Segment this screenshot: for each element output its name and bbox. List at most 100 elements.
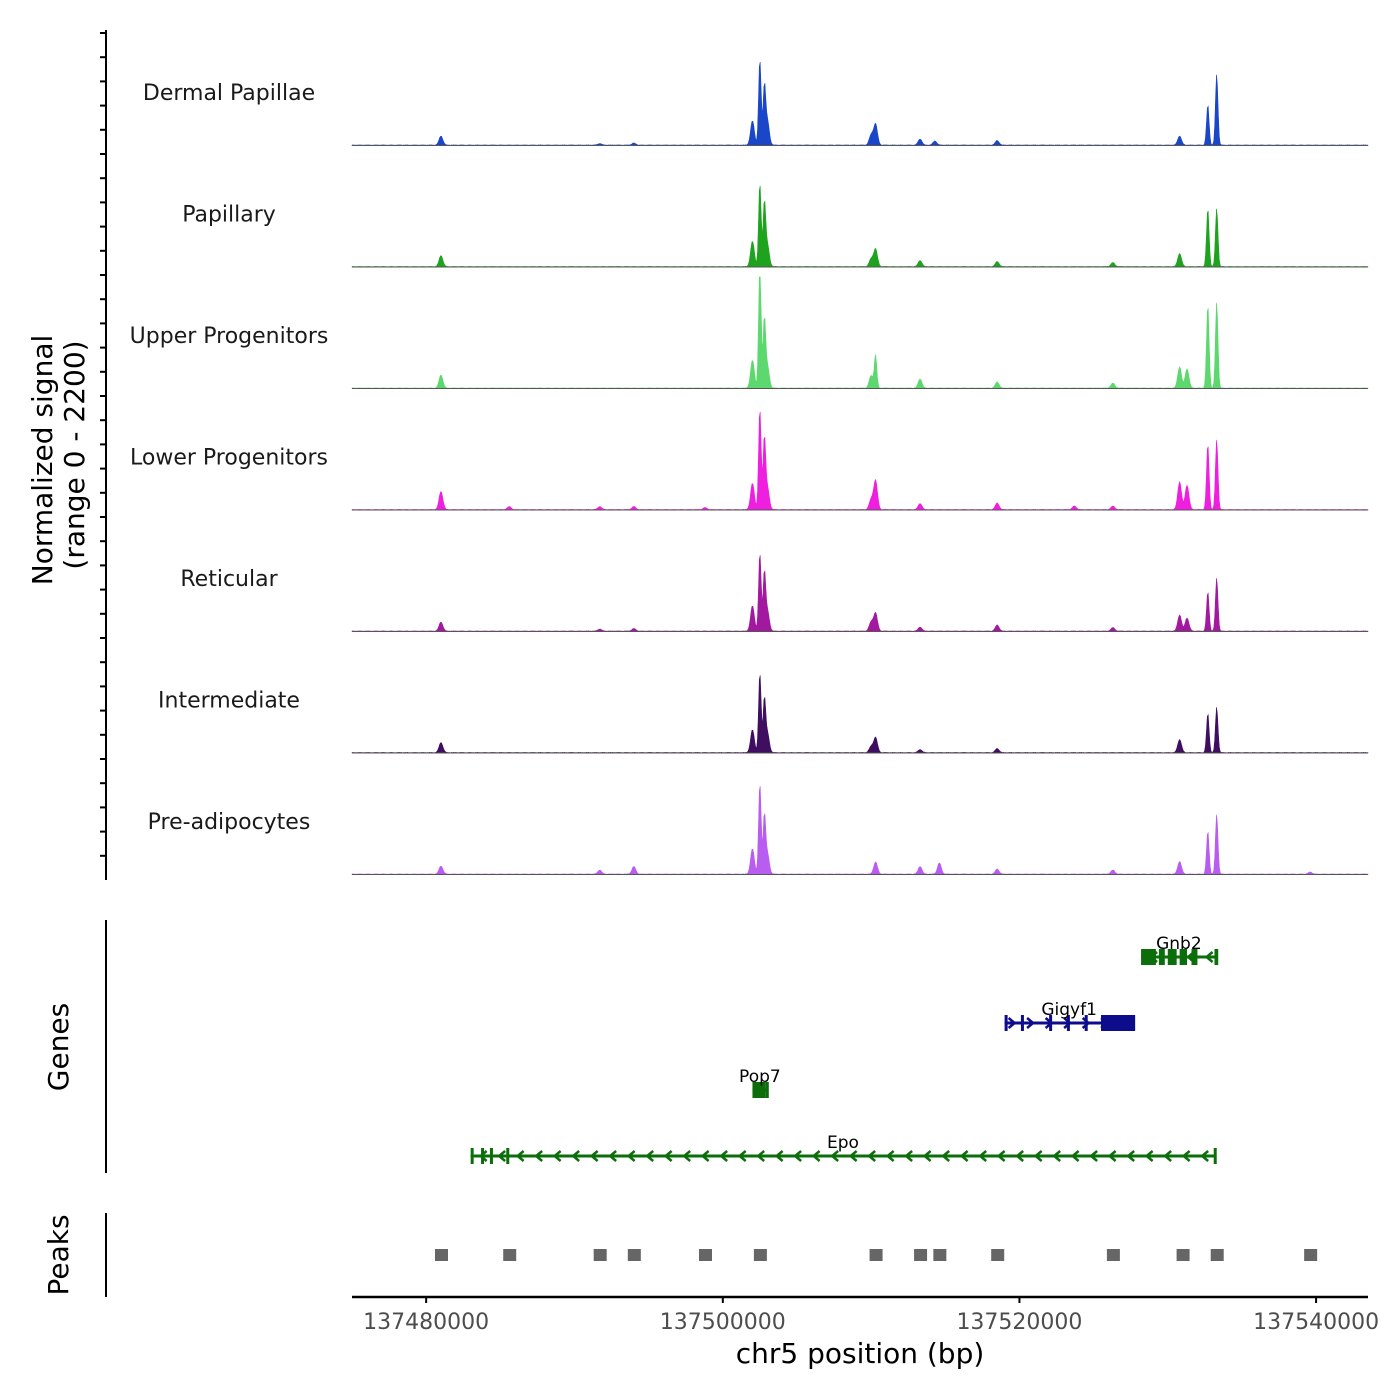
exon bbox=[1101, 1015, 1134, 1031]
strand-arrow bbox=[608, 1150, 617, 1162]
strand-arrow bbox=[1163, 1150, 1172, 1162]
exon bbox=[1066, 1015, 1070, 1031]
strand-arrow bbox=[682, 1150, 691, 1162]
strand-arrow bbox=[626, 1150, 636, 1162]
strand-arrow bbox=[1007, 1017, 1017, 1029]
peak-marker bbox=[1106, 1249, 1120, 1261]
signal-area bbox=[351, 555, 1369, 632]
strand-arrow bbox=[1181, 1150, 1191, 1162]
strand-arrow bbox=[1026, 1017, 1036, 1029]
peak-marker bbox=[753, 1249, 767, 1261]
track-label: Papillary bbox=[182, 203, 276, 228]
exon bbox=[1049, 1015, 1053, 1031]
exon bbox=[1179, 949, 1188, 965]
strand-arrow bbox=[645, 1150, 654, 1162]
strand-arrow bbox=[904, 1150, 913, 1162]
y-axis-title-line2: (range 0 - 2200) bbox=[58, 340, 91, 569]
strand-arrow bbox=[1063, 1017, 1073, 1029]
strand-arrow bbox=[497, 1150, 506, 1162]
signal-area bbox=[351, 411, 1369, 511]
strand-arrow bbox=[1070, 1150, 1080, 1162]
peak-marker bbox=[699, 1249, 713, 1261]
strand-arrow bbox=[1052, 1150, 1061, 1162]
strand-arrow bbox=[1089, 1150, 1098, 1162]
peak-marker bbox=[1176, 1249, 1190, 1261]
gene-gigyf1: Gigyf1 bbox=[1004, 1000, 1136, 1031]
exon bbox=[1191, 949, 1198, 965]
exon bbox=[470, 1148, 474, 1164]
strand-arrow bbox=[1107, 1150, 1117, 1162]
peak-marker bbox=[1210, 1249, 1224, 1261]
signal-area bbox=[351, 61, 1369, 146]
peaks-track-title: Peaks bbox=[42, 1214, 75, 1295]
gene-label: Epo bbox=[827, 1133, 859, 1153]
peak-marker bbox=[434, 1249, 448, 1261]
strand-arrow bbox=[1126, 1150, 1135, 1162]
strand-arrow bbox=[996, 1150, 1006, 1162]
strand-arrow bbox=[589, 1150, 599, 1162]
x-tick-label: 137540000 bbox=[1253, 1310, 1379, 1335]
strand-arrow bbox=[1015, 1150, 1024, 1162]
signal-area bbox=[351, 185, 1369, 268]
strand-arrow bbox=[811, 1150, 821, 1162]
exon bbox=[1084, 1015, 1088, 1031]
signal-area bbox=[351, 675, 1369, 754]
track-intermediate: Intermediate bbox=[158, 675, 1369, 754]
strand-arrow bbox=[885, 1150, 895, 1162]
strand-arrow bbox=[756, 1150, 765, 1162]
strand-arrow bbox=[478, 1150, 488, 1162]
exon bbox=[506, 1148, 510, 1164]
strand-arrow bbox=[700, 1150, 710, 1162]
track-label: Upper Progenitors bbox=[130, 324, 329, 349]
gene-epo: Epo bbox=[470, 1133, 1217, 1164]
peak-track bbox=[105, 1213, 1318, 1297]
peak-marker bbox=[593, 1249, 607, 1261]
strand-arrow bbox=[1081, 1017, 1091, 1029]
strand-arrow bbox=[848, 1150, 858, 1162]
gene-label: Gnb2 bbox=[1156, 934, 1202, 954]
exon bbox=[1141, 949, 1156, 965]
track-papillary: Papillary bbox=[182, 185, 1369, 268]
gene-label: Pop7 bbox=[739, 1067, 781, 1087]
peak-marker bbox=[991, 1249, 1005, 1261]
strand-arrow bbox=[1033, 1150, 1043, 1162]
track-label: Intermediate bbox=[158, 689, 300, 714]
signal-axis bbox=[100, 30, 107, 880]
strand-arrow bbox=[663, 1150, 673, 1162]
signal-area bbox=[351, 786, 1369, 875]
exon bbox=[752, 1082, 766, 1098]
coverage-tracks: Dermal Papillae Papillary Upper Progenitor… bbox=[130, 61, 1369, 875]
signal-area bbox=[351, 276, 1369, 389]
strand-arrow bbox=[793, 1150, 802, 1162]
strand-arrow bbox=[978, 1150, 987, 1162]
y-axis-title-line1: Normalized signal bbox=[26, 335, 59, 586]
peak-marker bbox=[627, 1249, 641, 1261]
exon bbox=[481, 1148, 485, 1164]
strand-arrow bbox=[571, 1150, 580, 1162]
exon bbox=[1158, 949, 1165, 965]
x-tick-label: 137480000 bbox=[363, 1310, 489, 1335]
exon bbox=[1004, 1015, 1008, 1031]
strand-arrow bbox=[737, 1150, 747, 1162]
strand-arrow bbox=[941, 1150, 950, 1162]
strand-arrow bbox=[1204, 951, 1214, 963]
gene-label: Gigyf1 bbox=[1041, 1000, 1097, 1020]
x-axis-title: chr5 position (bp) bbox=[736, 1337, 985, 1370]
strand-arrow bbox=[515, 1150, 525, 1162]
track-label: Lower Progenitors bbox=[130, 446, 328, 471]
gene-pop7: Pop7 bbox=[739, 1067, 781, 1098]
strand-arrow bbox=[534, 1150, 543, 1162]
x-tick-label: 137520000 bbox=[956, 1310, 1082, 1335]
genes-track-title: Genes bbox=[42, 1003, 75, 1091]
track-label: Dermal Papillae bbox=[143, 81, 315, 106]
track-upper-progenitors: Upper Progenitors bbox=[130, 276, 1369, 389]
peak-marker bbox=[933, 1249, 947, 1261]
strand-arrow bbox=[959, 1150, 969, 1162]
peak-marker bbox=[869, 1249, 883, 1261]
track-lower-progenitors: Lower Progenitors bbox=[130, 411, 1369, 511]
peak-marker bbox=[1304, 1249, 1318, 1261]
peak-marker bbox=[914, 1249, 928, 1261]
strand-arrow bbox=[867, 1150, 876, 1162]
exon bbox=[489, 1148, 493, 1164]
